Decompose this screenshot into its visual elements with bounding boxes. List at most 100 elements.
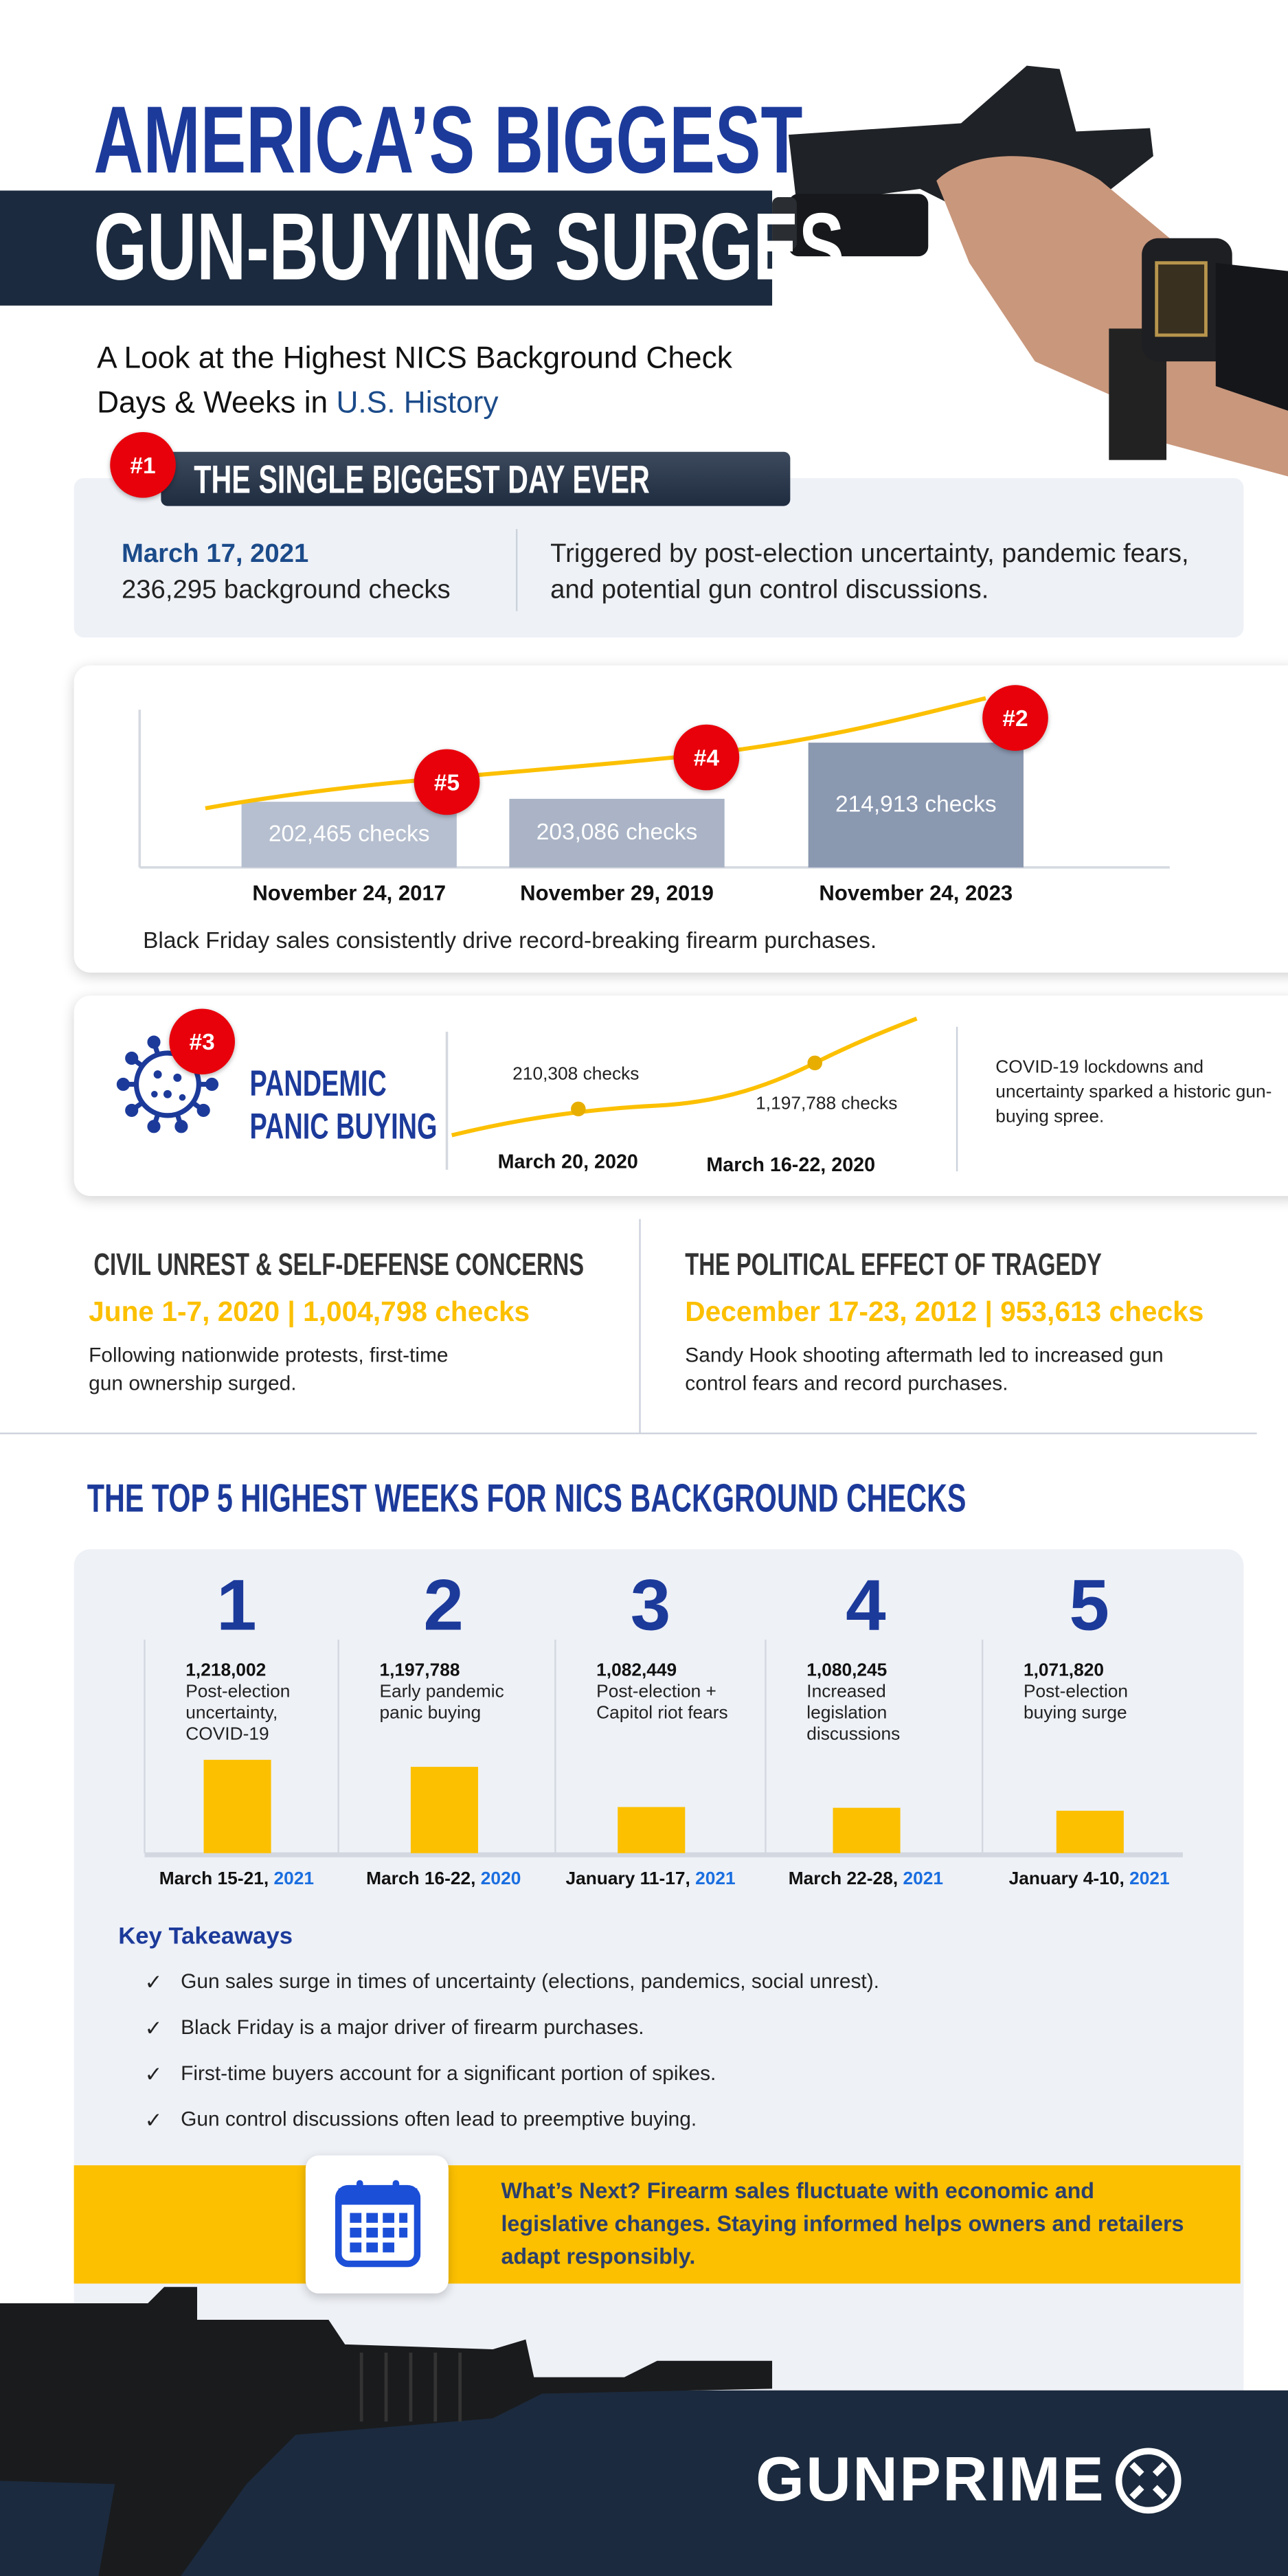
bar-date-label: November 24, 2017 xyxy=(252,880,447,905)
date-range: March 15-21, xyxy=(159,1869,274,1890)
takeaway-item: Gun sales surge in times of uncertainty … xyxy=(181,1969,879,1993)
gunprime-logo: GUNPRIME xyxy=(756,2445,1184,2517)
week-value-label: 1,082,449 xyxy=(596,1660,677,1681)
top5-heading: THE TOP 5 HIGHEST WEEKS FOR NICS BACKGRO… xyxy=(87,1477,967,1522)
rank-badge-3: #3 xyxy=(169,1008,235,1075)
civil-unrest-stat: June 1-7, 2020 | 1,004,798 checks xyxy=(89,1296,530,1328)
week-value-label: 1,080,245 xyxy=(806,1660,888,1681)
whats-next-text: What’s Next? Firearm sales fluctuate wit… xyxy=(501,2178,1184,2269)
week-date-label: March 15-21, 2021 xyxy=(122,1870,352,1890)
pandemic-point-2 xyxy=(807,1055,822,1071)
title-band xyxy=(0,190,773,306)
bar-date-label: November 24, 2023 xyxy=(819,880,1013,905)
rank-number: 2 xyxy=(378,1566,509,1648)
date-range: January 4-10, xyxy=(1008,1869,1130,1890)
brand-name: GUNPRIME xyxy=(756,2445,1106,2515)
week-description: Post-election + Capitol riot fears xyxy=(596,1682,728,1724)
bar-date-label: November 29, 2019 xyxy=(520,880,714,905)
tragedy-body: Sandy Hook shooting aftermath led to inc… xyxy=(685,1344,1164,1395)
rank-number: 3 xyxy=(585,1566,716,1648)
pandemic-description: COVID-19 lockdowns and uncertainty spark… xyxy=(995,1058,1272,1127)
pandemic-point-1-date: March 20, 2020 xyxy=(497,1150,638,1173)
rank-number: 4 xyxy=(800,1566,931,1648)
biggest-day-date: March 17, 2021 xyxy=(121,540,309,569)
bar-value-label: 203,086 checks xyxy=(536,818,698,845)
date-year: 2021 xyxy=(903,1869,944,1890)
rank-number: 1 xyxy=(171,1566,302,1648)
date-year: 2020 xyxy=(480,1869,521,1890)
pandemic-trend-chart xyxy=(445,1017,918,1170)
divider xyxy=(639,1219,641,1433)
rank-badge: #2 xyxy=(982,685,1048,751)
takeaway-item: Black Friday is a major driver of firear… xyxy=(181,2015,644,2039)
pandemic-card xyxy=(74,995,1288,1197)
subtitle-line-2: Days & Weeks in xyxy=(97,384,337,419)
biggest-day-description: Triggered by post-election uncertainty, … xyxy=(550,540,1189,605)
black-friday-caption: Black Friday sales consistently drive re… xyxy=(143,926,877,953)
top5-chart xyxy=(144,1639,1183,1857)
date-year: 2021 xyxy=(1129,1869,1170,1890)
title-line-1: AMERICA’S BIGGEST xyxy=(93,87,803,194)
week-date-label: January 4-10, 2021 xyxy=(974,1870,1204,1890)
rifle-image xyxy=(0,2287,773,2576)
tragedy-heading: THE POLITICAL EFFECT OF TRAGEDY xyxy=(685,1248,1102,1283)
title-line-2: GUN-BUYING SURGES xyxy=(93,194,845,301)
divider xyxy=(515,529,518,611)
rank-number-text: 5 xyxy=(1069,1566,1109,1647)
tragedy-stat: December 17-23, 2012 | 953,613 checks xyxy=(685,1296,1204,1328)
pandemic-point-2-label: 1,197,788 checks xyxy=(756,1094,898,1114)
check-icon: ✓ xyxy=(144,2108,163,2133)
date-range: January 11-17, xyxy=(565,1869,696,1890)
top5-bar-3 xyxy=(618,1807,686,1853)
week-description: Early pandemic panic buying xyxy=(379,1682,504,1724)
crosshair-icon xyxy=(1115,2448,1182,2514)
check-icon: ✓ xyxy=(144,2015,163,2041)
divider xyxy=(956,1026,958,1172)
black-friday-bar xyxy=(241,802,457,868)
subtitle: A Look at the Highest NICS Background Ch… xyxy=(97,335,732,424)
pistol-hand-image xyxy=(772,65,1288,477)
date-year: 2021 xyxy=(273,1869,315,1890)
date-year: 2021 xyxy=(695,1869,736,1890)
takeaways-heading: Key Takeaways xyxy=(118,1923,293,1950)
week-description: Post-election buying surge xyxy=(1023,1682,1129,1724)
rank-badge: #5 xyxy=(414,749,480,815)
rank-number-text: 3 xyxy=(630,1566,671,1647)
biggest-day-checks: 236,295 background checks xyxy=(121,576,451,605)
check-icon: ✓ xyxy=(144,1969,163,1995)
civil-unrest-heading: CIVIL UNREST & SELF-DEFENSE CONCERNS xyxy=(93,1248,585,1283)
subtitle-line-1: A Look at the Highest NICS Background Ch… xyxy=(97,340,732,375)
bar-value-label: 214,913 checks xyxy=(835,790,997,817)
week-description: Post-election uncertainty, COVID-19 xyxy=(185,1682,291,1745)
takeaway-item: First-time buyers account for a signific… xyxy=(181,2061,716,2085)
rank-badge: #4 xyxy=(673,724,740,791)
check-icon: ✓ xyxy=(144,2061,163,2087)
pandemic-point-2-date: March 16-22, 2020 xyxy=(706,1153,876,1177)
black-friday-bar xyxy=(509,798,725,868)
calendar-icon-box xyxy=(305,2155,449,2294)
date-range: March 16-22, xyxy=(366,1869,481,1890)
pandemic-title-1: PANDEMIC xyxy=(249,1063,387,1105)
week-date-label: March 22-28, 2021 xyxy=(751,1870,981,1890)
bar-value-label: 202,465 checks xyxy=(268,820,430,846)
subtitle-highlight: U.S. History xyxy=(336,384,499,419)
week-value-label: 1,197,788 xyxy=(379,1660,460,1681)
top5-bar-5 xyxy=(1056,1810,1124,1853)
biggest-day-header xyxy=(161,451,791,506)
biggest-day-heading: THE SINGLE BIGGEST DAY EVER xyxy=(194,458,650,503)
takeaway-item: Gun control discussions often lead to pr… xyxy=(181,2108,697,2131)
week-date-label: March 16-22, 2020 xyxy=(328,1870,558,1890)
rank-number-text: 2 xyxy=(423,1566,464,1647)
pandemic-title-2: PANIC BUYING xyxy=(249,1105,438,1147)
top5-bar-1 xyxy=(203,1759,271,1853)
black-friday-chart xyxy=(138,696,1170,869)
whats-next-band xyxy=(74,2165,1241,2284)
rank-number: 5 xyxy=(1024,1566,1155,1648)
pandemic-point-1 xyxy=(571,1101,586,1117)
week-value-label: 1,218,002 xyxy=(185,1660,267,1681)
rank-badge-1: #1 xyxy=(110,431,176,498)
civil-unrest-body: Following nationwide protests, first-tim… xyxy=(89,1344,449,1395)
week-value-label: 1,071,820 xyxy=(1023,1660,1105,1681)
calendar-icon xyxy=(335,2180,421,2268)
rank-number-text: 1 xyxy=(216,1566,257,1647)
